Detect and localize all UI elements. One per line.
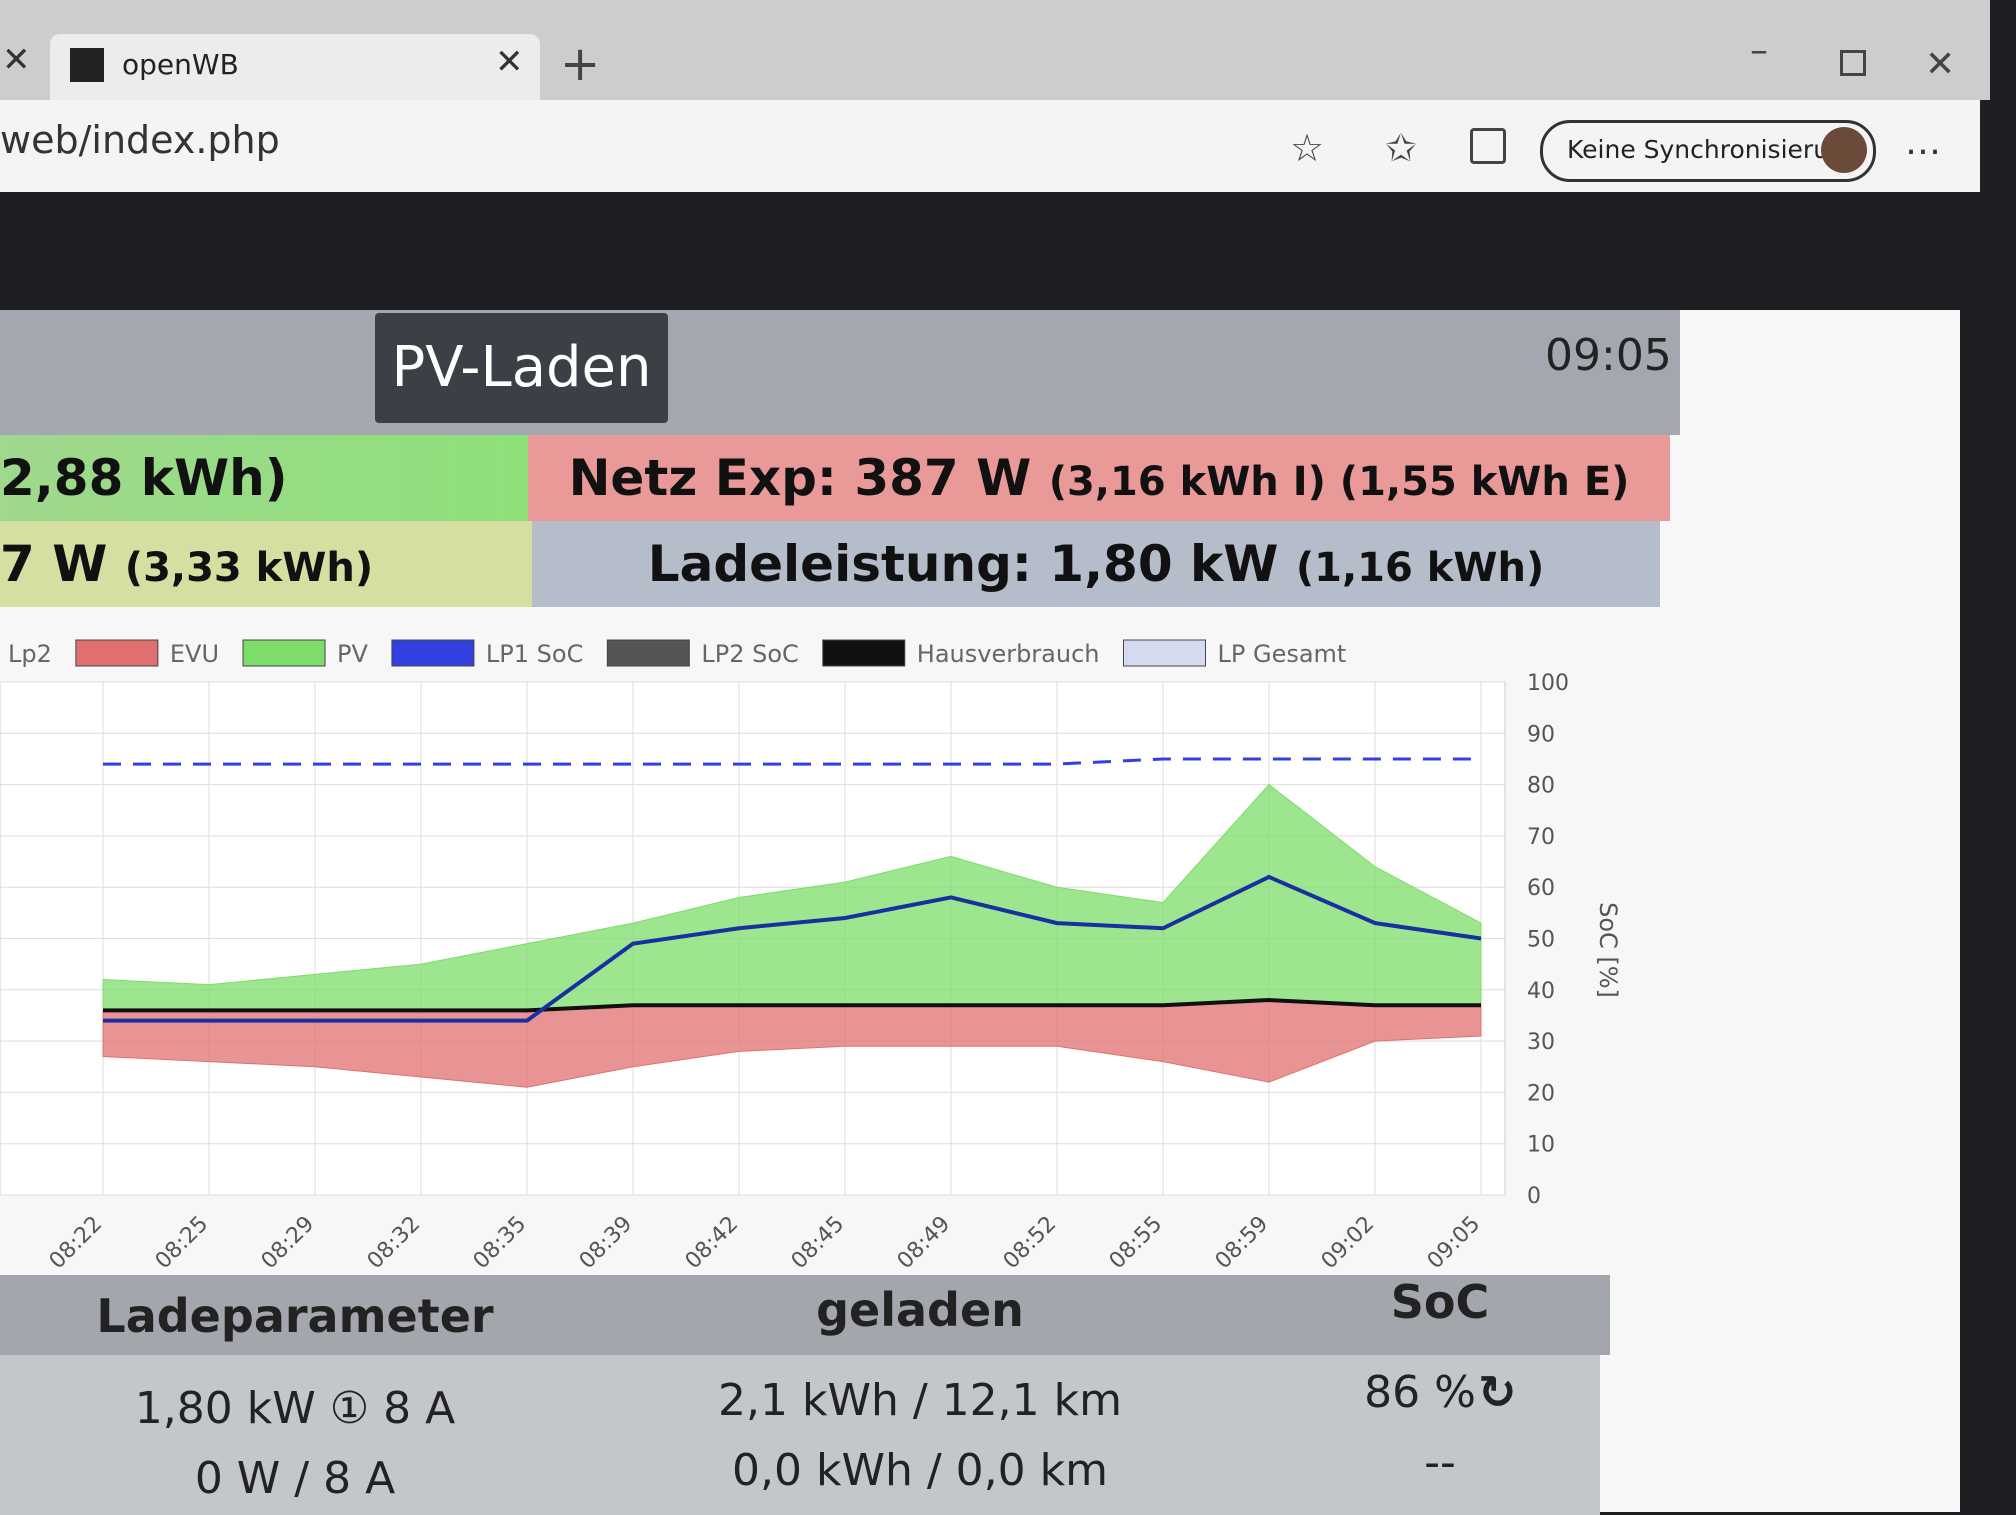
- y2-tick-label: 100: [1527, 671, 1569, 696]
- y2-tick-label: 70: [1527, 825, 1555, 850]
- x-tick-label: 08:32: [363, 1212, 426, 1275]
- app: PV-Laden 09:05 2,88 kWh) Netz Exp: 387 W…: [0, 310, 1960, 1515]
- legend-swatch: [822, 639, 906, 667]
- th: SoC: [1390, 1275, 1490, 1329]
- url[interactable]: web/index.php: [0, 118, 280, 162]
- sync-button[interactable]: Keine Synchronisierung: [1540, 120, 1876, 182]
- grid-row: Netz Exp: 387 W (3,16 kWh I) (1,55 kWh E…: [528, 435, 1670, 521]
- tab-title: openWB: [122, 48, 239, 81]
- new-tab[interactable]: +: [560, 36, 601, 92]
- avatar: [1821, 127, 1867, 173]
- x-tick-label: 08:35: [469, 1212, 532, 1275]
- line: [103, 998, 1481, 1013]
- x-tick-label: 08:42: [681, 1212, 744, 1275]
- house-power: 7 W: [0, 535, 108, 593]
- maximize[interactable]: [1840, 50, 1866, 76]
- collections[interactable]: [1470, 128, 1506, 164]
- close-prev-tab[interactable]: ✕: [2, 40, 31, 80]
- pv-energy: 2,88 kWh): [0, 449, 288, 507]
- tab[interactable]: openWB ✕: [50, 34, 540, 100]
- house-row: 7 W (3,33 kWh): [0, 521, 532, 607]
- td: 86 %: [1364, 1367, 1476, 1418]
- refresh-soc[interactable]: ↻: [1478, 1365, 1517, 1419]
- x-tick-label: 08:25: [151, 1212, 214, 1275]
- address-bar: web/index.php ☆ ✩ Keine Synchronisierung…: [0, 100, 1980, 192]
- y2-tick-label: 60: [1527, 876, 1555, 901]
- minimize[interactable]: –: [1750, 30, 1768, 71]
- y2-tick-label: 20: [1527, 1081, 1555, 1106]
- x-tick-label: 09:02: [1317, 1212, 1380, 1275]
- add-favorite[interactable]: ☆: [1290, 126, 1325, 170]
- legend-label: LP2 SoC: [701, 640, 798, 668]
- grid-energy: (3,16 kWh I) (1,55 kWh E): [1048, 459, 1630, 505]
- favicon: [70, 48, 104, 82]
- pv-row: 2,88 kWh): [0, 435, 528, 521]
- td: 2,1 kWh / 12,1 km: [718, 1375, 1122, 1426]
- x-tick-label: 08:29: [257, 1212, 320, 1275]
- y2-tick-label: 10: [1527, 1133, 1555, 1158]
- line: [103, 757, 1481, 766]
- y2-tick-label: 30: [1527, 1030, 1555, 1055]
- y2-tick-label: 0: [1527, 1184, 1541, 1209]
- charge-power: Ladeleistung: 1,80 kW: [647, 535, 1279, 593]
- x-tick-label: 08:59: [1211, 1212, 1274, 1275]
- grid-power: Netz Exp: 387 W: [568, 449, 1032, 507]
- charge-energy: (1,16 kWh): [1295, 545, 1545, 591]
- th: Ladeparameter: [96, 1289, 494, 1343]
- house-energy: (3,33 kWh): [124, 545, 374, 591]
- x-tick-label: 08:45: [787, 1212, 850, 1275]
- td: 0,0 kWh / 0,0 km: [732, 1445, 1108, 1496]
- y2-tick-label: 90: [1527, 722, 1555, 747]
- x-tick-label: 09:05: [1423, 1212, 1486, 1275]
- menu[interactable]: …: [1905, 122, 1941, 163]
- legend-swatch: [1123, 639, 1206, 667]
- legend-swatch: [242, 639, 326, 667]
- legend-label: LP Gesamt: [1218, 640, 1347, 668]
- x-tick-label: 08:52: [999, 1212, 1062, 1275]
- table-header: Ladeparameter geladen SoC: [0, 1275, 1610, 1355]
- header: PV-Laden 09:05: [0, 310, 1680, 435]
- legend-label: PV: [337, 640, 368, 668]
- x-tick-label: 08:22: [45, 1212, 108, 1275]
- legend-label: Hausverbrauch: [917, 640, 1100, 668]
- sync-label: Keine Synchronisierung: [1567, 135, 1861, 164]
- clock: 09:05: [1545, 330, 1672, 381]
- charge-row: Ladeleistung: 1,80 kW (1,16 kWh): [532, 521, 1660, 607]
- legend-swatch: [75, 639, 159, 667]
- x-tick-label: 08:39: [575, 1212, 638, 1275]
- y2-tick-label: 50: [1527, 928, 1555, 953]
- tab-close[interactable]: ✕: [495, 42, 524, 82]
- y2-tick-label: 40: [1527, 979, 1555, 1004]
- tab-bar: ✕ openWB ✕ + – ✕: [0, 0, 1990, 100]
- chart: SoC [%] 0 10 20 30 40 50 60 70 80 90 100 08:22 08:25…: [0, 639, 1622, 1275]
- td: 0 W / 8 A: [194, 1453, 396, 1504]
- table-body: 1,80 kW ① 8 A 2,1 kWh / 12,1 km 86 % ↻ 0…: [0, 1355, 1600, 1515]
- legend-swatch: [606, 639, 690, 667]
- line: [103, 874, 1482, 1023]
- close-window[interactable]: ✕: [1925, 44, 1956, 85]
- x-tick-label: 08:49: [893, 1212, 956, 1275]
- td: --: [1424, 1437, 1456, 1488]
- x-tick-label: 08:55: [1105, 1212, 1168, 1275]
- y2-tick-label: 80: [1527, 774, 1555, 799]
- favorites[interactable]: ✩: [1385, 126, 1417, 170]
- legend-label: EVU: [170, 640, 219, 668]
- legend-label: Lp2: [8, 640, 52, 668]
- y2-axis-label: SoC [%]: [1594, 902, 1622, 998]
- td: 1,80 kW ① 8 A: [134, 1383, 456, 1434]
- legend-swatch: [391, 639, 475, 667]
- mode-button[interactable]: PV-Laden: [375, 313, 668, 423]
- th: geladen: [816, 1283, 1024, 1337]
- legend-label: LP1 SoC: [486, 640, 583, 668]
